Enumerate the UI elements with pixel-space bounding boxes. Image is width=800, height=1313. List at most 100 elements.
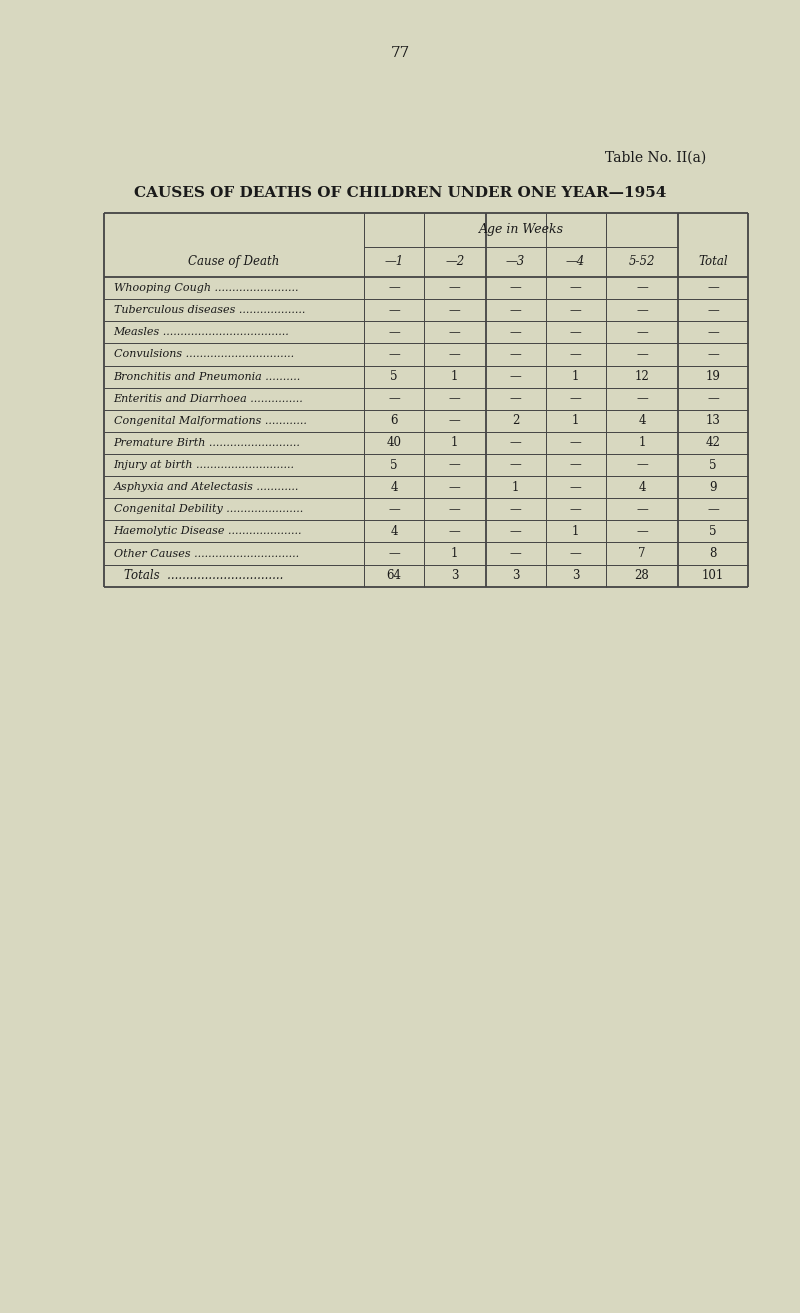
- Text: 1: 1: [638, 436, 646, 449]
- Text: 13: 13: [706, 415, 721, 427]
- Text: —: —: [449, 525, 461, 538]
- Text: 42: 42: [706, 436, 721, 449]
- Text: Congenital Malformations ............: Congenital Malformations ............: [114, 416, 306, 425]
- Text: —: —: [449, 348, 461, 361]
- Text: —: —: [510, 303, 522, 316]
- Text: 5: 5: [710, 525, 717, 538]
- Text: Totals  ...............................: Totals ...............................: [124, 569, 283, 582]
- Text: —: —: [570, 393, 582, 406]
- Text: Haemolytic Disease .....................: Haemolytic Disease .....................: [114, 527, 302, 537]
- Text: —: —: [707, 281, 719, 294]
- Text: —: —: [449, 415, 461, 427]
- Text: —: —: [570, 548, 582, 561]
- Text: —: —: [449, 303, 461, 316]
- Text: —: —: [510, 281, 522, 294]
- Text: 9: 9: [710, 481, 717, 494]
- Text: —: —: [570, 303, 582, 316]
- Text: —2: —2: [445, 256, 465, 268]
- Text: Measles ....................................: Measles ................................…: [114, 327, 290, 337]
- Text: 4: 4: [638, 481, 646, 494]
- Text: —: —: [388, 548, 400, 561]
- Text: —: —: [388, 503, 400, 516]
- Text: Asphyxia and Atelectasis ............: Asphyxia and Atelectasis ............: [114, 482, 299, 492]
- Text: CAUSES OF DEATHS OF CHILDREN UNDER ONE YEAR—1954: CAUSES OF DEATHS OF CHILDREN UNDER ONE Y…: [134, 186, 666, 201]
- Text: 19: 19: [706, 370, 721, 383]
- Text: —: —: [636, 503, 648, 516]
- Text: —: —: [449, 393, 461, 406]
- Text: 1: 1: [512, 481, 519, 494]
- Text: —: —: [388, 393, 400, 406]
- Text: 5: 5: [390, 458, 398, 471]
- Text: 7: 7: [638, 548, 646, 561]
- Text: —: —: [707, 326, 719, 339]
- Text: —: —: [510, 525, 522, 538]
- Text: 64: 64: [386, 569, 402, 582]
- Text: —: —: [510, 393, 522, 406]
- Text: —: —: [449, 481, 461, 494]
- Text: —1: —1: [384, 256, 404, 268]
- Text: —: —: [707, 303, 719, 316]
- Text: —: —: [510, 326, 522, 339]
- Text: —: —: [510, 503, 522, 516]
- Text: —: —: [636, 281, 648, 294]
- Text: Congenital Debility ......................: Congenital Debility ....................…: [114, 504, 303, 515]
- Text: Whooping Cough ........................: Whooping Cough ........................: [114, 284, 298, 293]
- Text: 3: 3: [572, 569, 579, 582]
- Text: 28: 28: [634, 569, 650, 582]
- Text: —: —: [510, 436, 522, 449]
- Text: 4: 4: [638, 415, 646, 427]
- Text: —: —: [570, 326, 582, 339]
- Text: —: —: [570, 348, 582, 361]
- Text: —: —: [636, 393, 648, 406]
- Text: —: —: [570, 436, 582, 449]
- Text: 1: 1: [451, 548, 458, 561]
- Text: 4: 4: [390, 525, 398, 538]
- Text: 8: 8: [710, 548, 717, 561]
- Text: Enteritis and Diarrhoea ...............: Enteritis and Diarrhoea ...............: [114, 394, 303, 403]
- Text: —: —: [449, 503, 461, 516]
- Text: 5: 5: [710, 458, 717, 471]
- Text: —: —: [388, 303, 400, 316]
- Text: 4: 4: [390, 481, 398, 494]
- Text: —: —: [570, 281, 582, 294]
- Text: —: —: [570, 503, 582, 516]
- Text: —: —: [510, 458, 522, 471]
- Text: Table No. II(a): Table No. II(a): [606, 151, 706, 165]
- Text: 2: 2: [512, 415, 519, 427]
- Text: —: —: [570, 458, 582, 471]
- Text: —: —: [707, 503, 719, 516]
- Text: —4: —4: [566, 256, 586, 268]
- Text: —: —: [570, 481, 582, 494]
- Text: 101: 101: [702, 569, 724, 582]
- Text: Total: Total: [698, 256, 728, 268]
- Text: Other Causes ..............................: Other Causes ...........................…: [114, 549, 298, 558]
- Text: 12: 12: [634, 370, 650, 383]
- Text: —: —: [636, 326, 648, 339]
- Text: —: —: [388, 348, 400, 361]
- Text: 3: 3: [451, 569, 458, 582]
- Text: —: —: [388, 326, 400, 339]
- Text: —: —: [636, 458, 648, 471]
- Text: 5: 5: [390, 370, 398, 383]
- Text: Age in Weeks: Age in Weeks: [478, 223, 564, 236]
- Text: —: —: [707, 393, 719, 406]
- Text: —: —: [510, 548, 522, 561]
- Text: —3: —3: [506, 256, 526, 268]
- Text: Bronchitis and Pneumonia ..........: Bronchitis and Pneumonia ..........: [114, 372, 301, 382]
- Text: 1: 1: [572, 370, 579, 383]
- Text: —: —: [636, 525, 648, 538]
- Text: Convulsions ...............................: Convulsions ............................…: [114, 349, 294, 360]
- Text: Premature Birth ..........................: Premature Birth ........................…: [114, 439, 301, 448]
- Text: 1: 1: [451, 436, 458, 449]
- Text: 3: 3: [512, 569, 519, 582]
- Text: 1: 1: [572, 415, 579, 427]
- Text: 1: 1: [451, 370, 458, 383]
- Text: 5-52: 5-52: [629, 256, 655, 268]
- Text: 6: 6: [390, 415, 398, 427]
- Text: —: —: [449, 458, 461, 471]
- Text: Injury at birth ............................: Injury at birth ........................…: [114, 460, 294, 470]
- Text: 77: 77: [390, 46, 410, 60]
- Text: —: —: [636, 348, 648, 361]
- Text: 1: 1: [572, 525, 579, 538]
- Text: —: —: [510, 370, 522, 383]
